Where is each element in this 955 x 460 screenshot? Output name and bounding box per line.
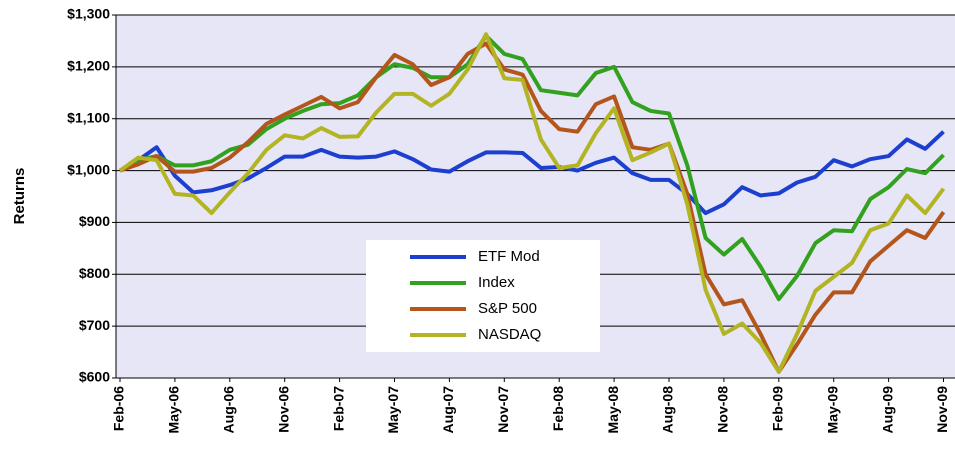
series-line xyxy=(118,32,946,374)
legend-box xyxy=(366,240,600,352)
x-tick-label: Feb-06 xyxy=(111,386,127,431)
x-tick-label: Aug-09 xyxy=(879,386,895,434)
x-tick-label: Aug-06 xyxy=(221,386,237,434)
x-tick-label: Nov-07 xyxy=(495,386,511,433)
y-tick-label: $600 xyxy=(79,369,110,385)
x-tick-label: Nov-08 xyxy=(715,386,731,433)
x-tick-label: May-09 xyxy=(824,386,840,434)
y-tick-label: $900 xyxy=(79,213,110,229)
x-tick-label: Feb-08 xyxy=(550,386,566,431)
legend-label: ETF Mod xyxy=(478,248,540,265)
series-line xyxy=(119,33,945,302)
x-tick-label: May-06 xyxy=(166,386,182,434)
series-line xyxy=(119,130,945,216)
legend-label: NASDAQ xyxy=(478,326,541,343)
x-tick-label: Nov-09 xyxy=(934,386,950,433)
x-tick-label: Nov-06 xyxy=(275,386,291,433)
series-line xyxy=(119,41,946,374)
legend-label: S&P 500 xyxy=(478,300,537,317)
x-tick-label: Feb-07 xyxy=(330,386,346,431)
x-tick-label: May-07 xyxy=(385,386,401,434)
y-axis-label: Returns xyxy=(11,168,28,225)
x-tick-label: Aug-08 xyxy=(660,386,676,434)
x-tick-label: May-08 xyxy=(605,386,621,434)
legend-label: Index xyxy=(478,274,515,291)
y-tick-label: $800 xyxy=(79,265,110,281)
y-tick-label: $1,200 xyxy=(67,58,110,74)
y-tick-label: $1,000 xyxy=(67,161,110,177)
y-tick-label: $1,100 xyxy=(67,109,110,125)
legend: ETF Mod Index S&P 500 NASDAQ xyxy=(366,240,600,352)
x-tick-label: Feb-09 xyxy=(770,386,786,431)
x-tick-label: Aug-07 xyxy=(440,386,456,434)
axes: $600 $700 $800 $900 $1,000 $1,100 $1,200 $1,300… xyxy=(67,6,955,434)
lines xyxy=(118,32,946,374)
y-tick-label: $700 xyxy=(79,317,110,333)
y-tick-label: $1,300 xyxy=(67,6,110,22)
